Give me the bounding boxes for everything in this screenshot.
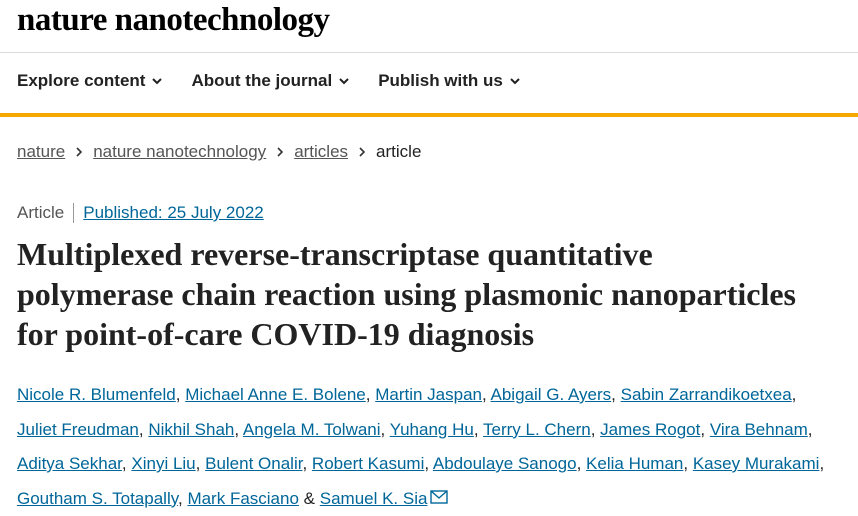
icon (358, 147, 366, 157)
divider (0, 52, 858, 53)
accent-bar (0, 113, 858, 117)
author-separator: , (482, 385, 487, 404)
author-line: Goutham S. Totapally, Mark Fasciano & Sa… (17, 482, 824, 516)
breadcrumb: nature nature nanotechnology articles artic… (17, 142, 421, 162)
author-separator: , (234, 420, 239, 439)
nav-label[interactable]: Explore content (17, 71, 145, 91)
author-link[interactable]: Martin Jaspan (375, 385, 482, 404)
nav-item[interactable]: Publish with us (378, 71, 521, 91)
icon (509, 76, 521, 86)
author-link[interactable]: Vira Behnam (710, 420, 808, 439)
author-link[interactable]: Kelia Human (586, 454, 683, 473)
author-separator: , (808, 420, 813, 439)
article-type: Article (17, 203, 64, 223)
nav-label[interactable]: Publish with us (378, 71, 503, 91)
author-separator: , (139, 420, 144, 439)
article-meta: Article Published: 25 July 2022 (17, 203, 264, 223)
breadcrumb-link[interactable]: nature nanotechnology (93, 142, 266, 162)
icon[interactable] (430, 490, 448, 504)
author-separator: , (424, 454, 429, 473)
author-separator: , (122, 454, 127, 473)
author-separator: , (591, 420, 596, 439)
author-separator: , (683, 454, 688, 473)
author-separator: , (366, 385, 371, 404)
author-line: Nicole R. Blumenfeld, Michael Anne E. Bo… (17, 378, 824, 413)
logo[interactable]: nature nanotechnology (17, 2, 330, 39)
author-link[interactable]: Terry L. Chern (483, 420, 591, 439)
breadcrumb-current: article (376, 142, 421, 162)
author-link[interactable]: Abigail G. Ayers (491, 385, 612, 404)
author-separator: , (819, 454, 824, 473)
author-link[interactable]: Xinyi Liu (131, 454, 195, 473)
separator (73, 203, 74, 223)
author-link[interactable]: Michael Anne E. Bolene (185, 385, 366, 404)
author-separator: , (577, 454, 582, 473)
breadcrumb-link[interactable]: articles (294, 142, 348, 162)
article-title: Multiplexed reverse-transcriptase quanti… (17, 234, 817, 354)
author-link[interactable]: Angela M. Tolwani (243, 420, 381, 439)
author-line: Juliet Freudman, Nikhil Shah, Angela M. … (17, 413, 824, 448)
author-link[interactable]: Abdoulaye Sanogo (433, 454, 577, 473)
author-separator: , (176, 385, 181, 404)
author-link[interactable]: Samuel K. Sia (320, 489, 428, 508)
author-separator: , (178, 489, 183, 508)
author-separator: , (611, 385, 616, 404)
author-link[interactable]: Bulent Onalir (205, 454, 302, 473)
author-separator: , (381, 420, 386, 439)
icon (276, 147, 284, 157)
icon (338, 76, 350, 86)
nav-item[interactable]: About the journal (191, 71, 350, 91)
nav: Explore content About the journal Publish … (17, 71, 521, 91)
author-link[interactable]: Nikhil Shah (148, 420, 234, 439)
nav-label[interactable]: About the journal (191, 71, 332, 91)
author-link[interactable]: Juliet Freudman (17, 420, 139, 439)
author-separator: , (474, 420, 479, 439)
published-date[interactable]: Published: 25 July 2022 (83, 203, 264, 223)
author-link[interactable]: Aditya Sekhar (17, 454, 122, 473)
author-link[interactable]: Kasey Murakami (693, 454, 820, 473)
author-link[interactable]: Nicole R. Blumenfeld (17, 385, 176, 404)
author-separator: & (304, 489, 315, 508)
author-separator: , (700, 420, 705, 439)
breadcrumb-link[interactable]: nature (17, 142, 65, 162)
author-separator: , (302, 454, 307, 473)
author-line: Aditya Sekhar, Xinyi Liu, Bulent Onalir,… (17, 447, 824, 482)
author-link[interactable]: Robert Kasumi (312, 454, 424, 473)
author-separator: , (196, 454, 201, 473)
author-link[interactable]: Sabin Zarrandikoetxea (621, 385, 792, 404)
author-link[interactable]: Goutham S. Totapally (17, 489, 178, 508)
author-separator: , (792, 385, 797, 404)
icon (75, 147, 83, 157)
author-link[interactable]: Yuhang Hu (390, 420, 474, 439)
nav-item[interactable]: Explore content (17, 71, 163, 91)
icon (151, 76, 163, 86)
author-link[interactable]: Mark Fasciano (187, 489, 298, 508)
author-link[interactable]: James Rogot (600, 420, 700, 439)
author-list: Nicole R. Blumenfeld, Michael Anne E. Bo… (17, 378, 824, 516)
